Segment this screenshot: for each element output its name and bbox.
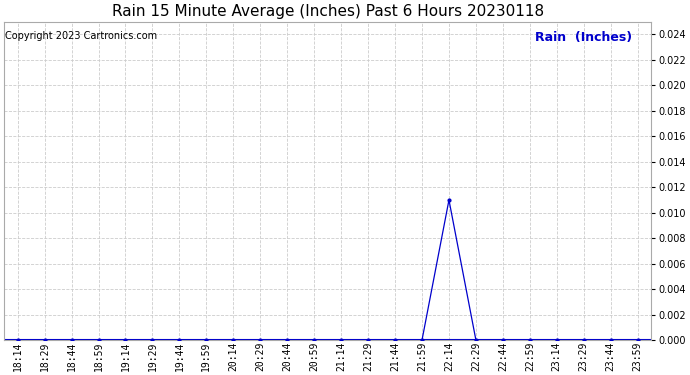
- Text: Copyright 2023 Cartronics.com: Copyright 2023 Cartronics.com: [6, 31, 157, 41]
- Title: Rain 15 Minute Average (Inches) Past 6 Hours 20230118: Rain 15 Minute Average (Inches) Past 6 H…: [112, 4, 544, 19]
- Text: Rain  (Inches): Rain (Inches): [535, 31, 632, 44]
